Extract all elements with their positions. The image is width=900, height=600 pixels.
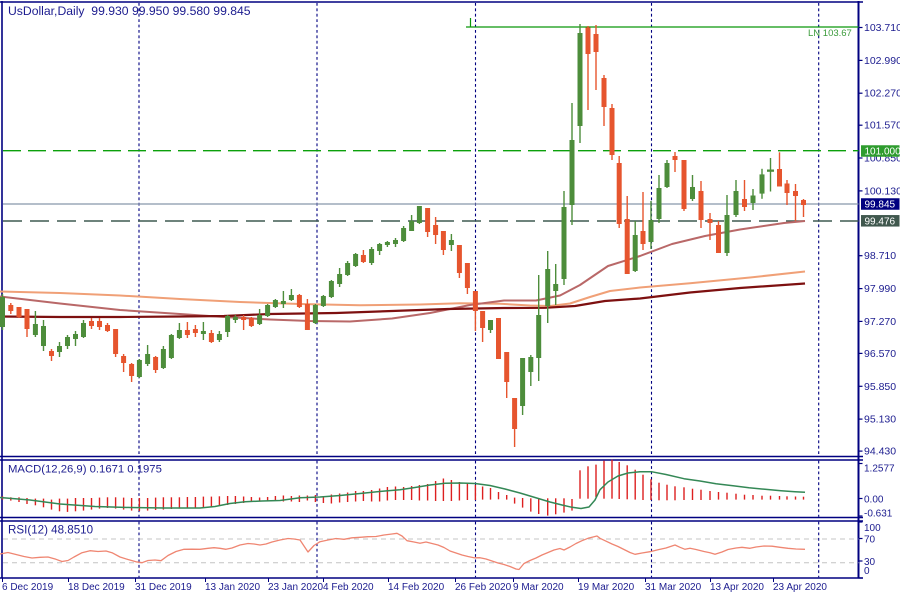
svg-text:102.990: 102.990	[864, 55, 900, 67]
svg-text:23 Jan 2020: 23 Jan 2020	[268, 582, 323, 593]
svg-text:31 Dec 2019: 31 Dec 2019	[135, 582, 192, 593]
svg-text:RSI(12) 48.8510: RSI(12) 48.8510	[8, 524, 93, 537]
svg-text:23 Apr 2020: 23 Apr 2020	[773, 582, 827, 593]
svg-text:0: 0	[864, 566, 870, 577]
svg-text:102.270: 102.270	[864, 88, 900, 100]
svg-text:70: 70	[864, 534, 876, 545]
svg-text:103.710: 103.710	[864, 22, 900, 34]
svg-text:96.570: 96.570	[864, 348, 896, 360]
svg-text:98.710: 98.710	[864, 250, 896, 262]
svg-text:100.130: 100.130	[864, 185, 900, 197]
svg-text:101.000: 101.000	[865, 147, 900, 158]
svg-text:0.00: 0.00	[864, 494, 884, 505]
svg-text:26 Feb 2020: 26 Feb 2020	[455, 582, 512, 593]
svg-text:14 Feb 2020: 14 Feb 2020	[388, 582, 445, 593]
svg-text:100: 100	[864, 523, 881, 534]
svg-text:18 Dec 2019: 18 Dec 2019	[68, 582, 125, 593]
svg-text:19 Mar 2020: 19 Mar 2020	[578, 582, 635, 593]
svg-text:-0.631: -0.631	[864, 508, 893, 519]
svg-text:94.430: 94.430	[864, 446, 896, 458]
svg-text:13 Jan 2020: 13 Jan 2020	[205, 582, 260, 593]
svg-text:99.845: 99.845	[865, 200, 896, 211]
svg-text:MACD(12,26,9) 0.1671 0.1975: MACD(12,26,9) 0.1671 0.1975	[8, 464, 162, 476]
svg-text:9 Mar 2020: 9 Mar 2020	[513, 582, 564, 593]
svg-text:97.990: 97.990	[864, 283, 896, 295]
svg-text:LN 103.67: LN 103.67	[808, 28, 852, 39]
svg-text:30: 30	[864, 557, 876, 568]
svg-text:4 Feb 2020: 4 Feb 2020	[323, 582, 374, 593]
svg-text:97.270: 97.270	[864, 316, 896, 328]
svg-text:1.2577: 1.2577	[864, 463, 895, 474]
svg-text:13 Apr 2020: 13 Apr 2020	[710, 582, 764, 593]
svg-text:95.850: 95.850	[864, 381, 896, 393]
svg-text:UsDollar,Daily 99.930 99.950: UsDollar,Daily 99.930 99.950 99.580 99.8…	[8, 4, 251, 18]
svg-text:101.570: 101.570	[864, 120, 900, 132]
svg-text:99.476: 99.476	[865, 216, 896, 227]
svg-text:31 Mar 2020: 31 Mar 2020	[645, 582, 702, 593]
svg-text:6 Dec 2019: 6 Dec 2019	[2, 582, 54, 593]
svg-text:95.130: 95.130	[864, 414, 896, 426]
